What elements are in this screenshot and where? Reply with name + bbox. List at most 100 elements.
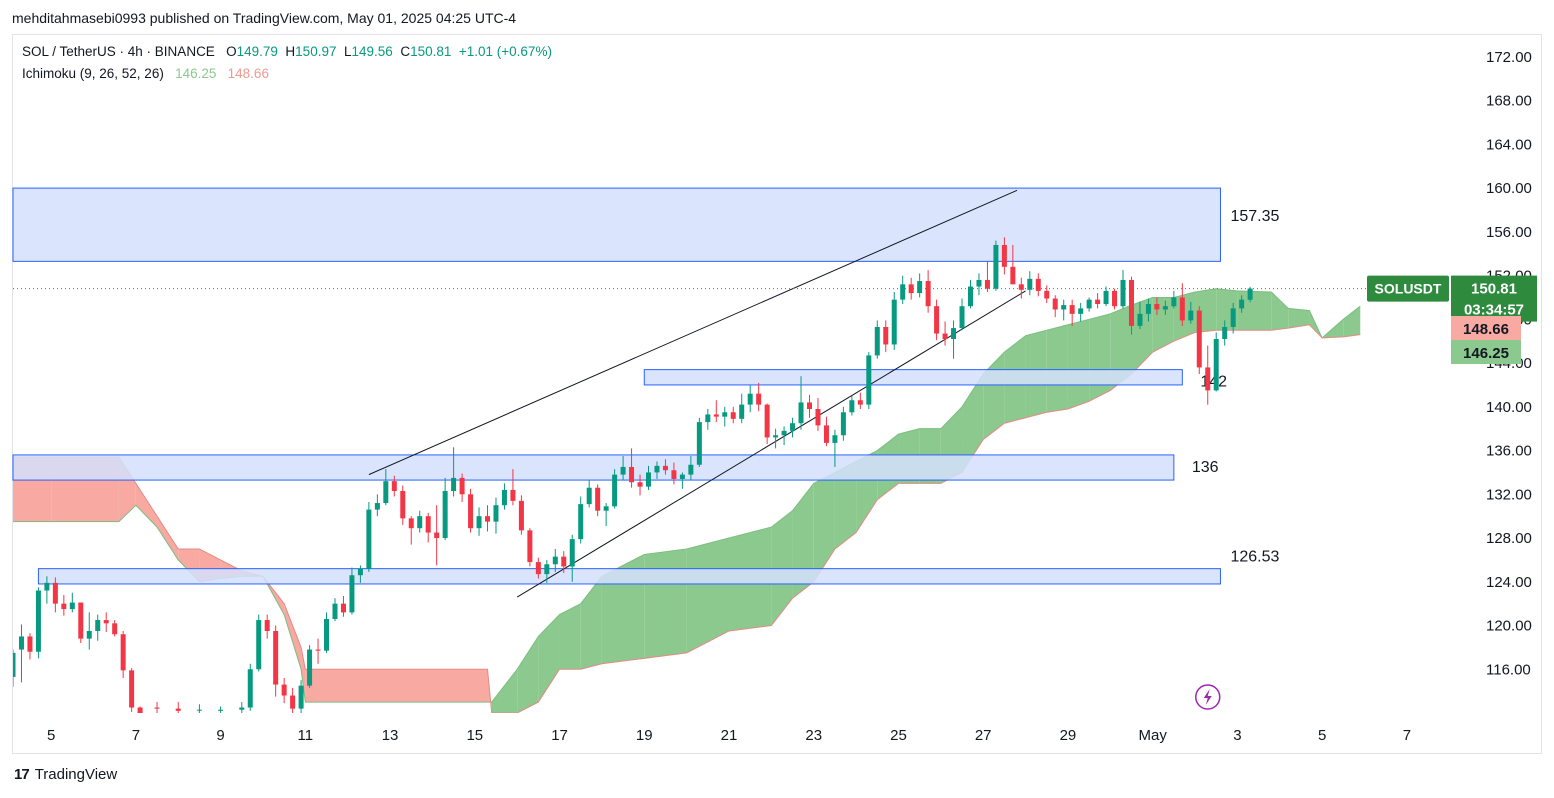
cloud-segment [983,352,1005,440]
cloud-segment [305,669,488,703]
x-tick-label: 27 [975,727,992,744]
zone-box [643,369,1183,386]
zone-label: 157.35 [1230,208,1279,225]
candle-body [307,649,313,686]
candle-body [552,556,558,565]
candle-body [1213,339,1219,391]
candle-body [688,464,694,475]
candle-body [256,620,262,670]
candle-body [1069,305,1075,314]
x-tick-label: 7 [132,727,140,744]
x-tick-label: 23 [805,727,822,744]
candle-body [934,306,940,334]
symbol-label[interactable]: SOL / TetherUS · 4h · BINANCE [22,44,215,59]
candle-body [586,487,592,505]
candle-body [400,491,406,519]
high-value: 150.97 [295,44,337,59]
candle-body [857,400,863,405]
candle-body [925,281,931,307]
candle-body [137,707,143,713]
candle-body [790,423,796,431]
candle-body [1222,326,1228,340]
candle-body [468,494,474,529]
cloud-segment [1343,306,1361,337]
candle-body [290,695,296,709]
candle-body [1145,304,1151,314]
candle-body [1103,290,1109,305]
candle-body [1078,308,1084,314]
symbol-tag-label: SOLUSDT [1375,281,1442,297]
candle-body [298,685,304,709]
cloud-segment [284,603,302,670]
symbol-tag [1367,275,1449,302]
cloud-segment [1067,319,1090,409]
candle-body [815,408,821,426]
span-a-value: 146.25 [175,66,217,81]
candle-body [273,630,279,685]
candle-body [764,404,770,438]
candle-body [781,430,787,436]
y-tick-label: 124.00 [1486,574,1532,591]
candle-body [27,636,33,652]
candle-body [493,505,499,522]
x-tick-label: 3 [1233,727,1241,744]
candle-body [1120,279,1126,307]
x-tick-label: 5 [47,727,55,744]
candle-body [756,393,762,405]
candle-body [78,602,84,639]
chart-frame[interactable] [12,34,1542,754]
x-tick-label: 15 [466,727,483,744]
candle-body [112,623,118,635]
candle-body [637,482,643,487]
candle-body [239,707,245,710]
candle-body [324,618,330,651]
candle-body [561,556,567,567]
candle-body [408,518,414,529]
candle-body [247,669,253,708]
close-label: C [400,44,411,59]
candle-body [18,636,24,650]
indicator-name: Ichimoku (9, 26, 52, 26) [22,66,164,81]
cloud-segment [962,374,984,473]
y-tick-label: 168.00 [1486,93,1532,110]
candle-body [984,279,990,289]
cloud-segment [491,669,518,713]
zone-box [37,568,1221,585]
candle-body [1162,306,1168,310]
x-tick-label: May [1138,727,1167,744]
trend-channel [368,189,1026,598]
candle-body [154,707,160,709]
candle-body [391,481,397,492]
indicator-legend[interactable]: Ichimoku (9, 26, 52, 26) 146.25 148.66 [22,66,269,81]
candle-body [908,284,914,294]
candle-body [620,466,626,475]
x-tick-label: 17 [551,727,568,744]
close-value: 150.81 [410,44,452,59]
candle-body [773,435,779,438]
cloud-segment [135,483,158,528]
candle-body [569,539,575,567]
ichimoku-tag [1451,316,1521,340]
countdown-value: 03:34:57 [1464,302,1524,319]
candle-body [662,465,668,471]
candle-body [1112,290,1118,307]
candle-body [823,425,829,443]
candle-body [95,620,101,631]
cloud-segment [686,538,729,653]
cloud-segment [1237,290,1272,331]
tradingview-footer[interactable]: 17 TradingView [14,766,117,783]
candle-body [332,603,338,619]
candle-body [705,414,711,423]
candle-body [1086,299,1092,309]
cloud-segment [1046,324,1068,413]
ichimoku-tag-value: 148.66 [1463,321,1509,338]
open-label: O [226,44,237,59]
candle-body [866,355,872,405]
candle-body [849,400,855,413]
candle-body [357,568,363,576]
cloud-segment [559,603,581,670]
candle-body [374,503,380,510]
candle-body [798,402,804,424]
candle-body [340,603,346,613]
